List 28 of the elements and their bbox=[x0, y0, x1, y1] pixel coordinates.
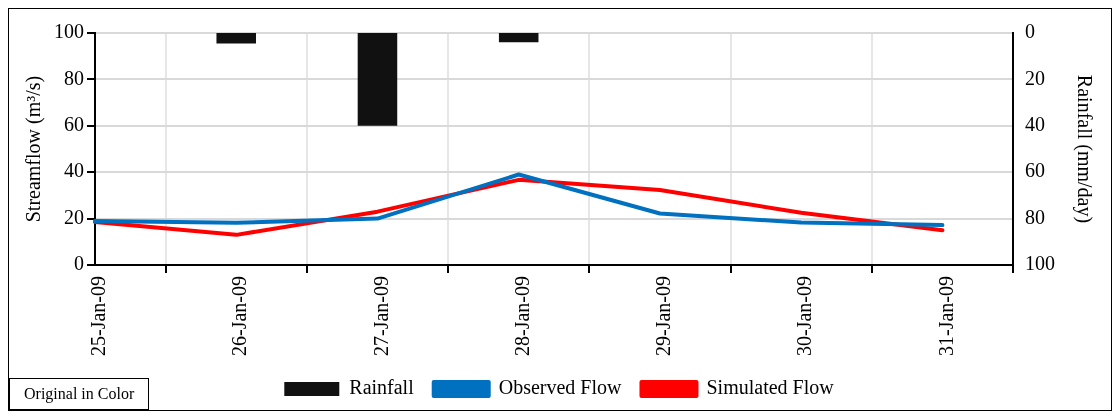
y-tick-label: 100 bbox=[54, 20, 84, 43]
text: Original in Color bbox=[9, 378, 150, 410]
y2-tick-label: 80 bbox=[1025, 205, 1045, 228]
y2-tick-label: 20 bbox=[1025, 66, 1045, 89]
y2-axis-title: Rainfall (mm/day) bbox=[1072, 74, 1096, 224]
bar bbox=[498, 33, 539, 43]
y-axis-title: Streamflow (m³/s) bbox=[22, 75, 46, 223]
y2-tick-label: 100 bbox=[1025, 252, 1055, 275]
x-tick-label: 29-Jan-09 bbox=[652, 276, 675, 356]
legend-label: Rainfall bbox=[349, 376, 415, 399]
y-tick-label: 60 bbox=[64, 113, 84, 136]
bar bbox=[216, 33, 256, 44]
y2-tick-label: 0 bbox=[1025, 20, 1035, 43]
y2-tick-label: 60 bbox=[1025, 159, 1045, 182]
y-tick-label: 40 bbox=[64, 159, 84, 182]
y-tick-label: 20 bbox=[64, 205, 84, 228]
x-tick-label: 28-Jan-09 bbox=[510, 276, 533, 356]
y-tick-label: 80 bbox=[64, 66, 84, 89]
x-tick-label: 25-Jan-09 bbox=[87, 276, 110, 356]
x-tick-label: 31-Jan-09 bbox=[934, 276, 957, 356]
y-tick-label: 0 bbox=[74, 252, 84, 275]
x-tick-label: 26-Jan-09 bbox=[228, 276, 251, 356]
legend-label: Simulated Flow bbox=[706, 376, 835, 399]
bar bbox=[357, 33, 398, 126]
y2-tick-label: 40 bbox=[1025, 113, 1045, 136]
x-tick-label: 27-Jan-09 bbox=[369, 276, 392, 356]
legend-label: Observed Flow bbox=[498, 376, 623, 399]
x-tick-label: 30-Jan-09 bbox=[793, 276, 816, 356]
